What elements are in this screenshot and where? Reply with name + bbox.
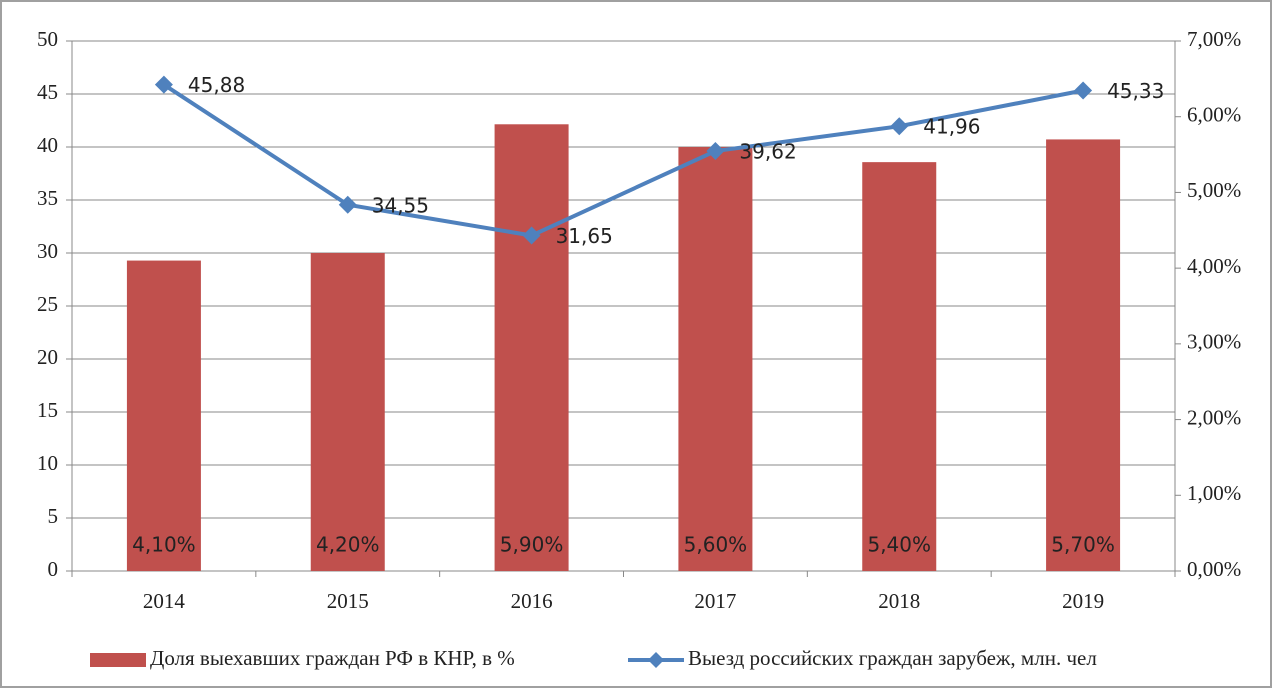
legend-swatch	[90, 653, 146, 667]
y2-tick-label: 2,00%	[1187, 405, 1241, 429]
y2-tick-label: 3,00%	[1187, 330, 1241, 354]
x-tick-label: 2014	[143, 589, 186, 613]
x-tick-label: 2017	[694, 589, 736, 613]
legend-marker	[648, 652, 664, 668]
marker	[338, 195, 357, 214]
y2-tick-label: 5,00%	[1187, 178, 1241, 202]
bar	[310, 253, 385, 571]
bar	[862, 162, 937, 571]
data-label: 45,88	[188, 73, 245, 97]
y-tick-label: 50	[37, 27, 58, 51]
y-tick-label: 35	[37, 186, 58, 210]
data-label: 5,40%	[867, 533, 931, 557]
marker	[890, 117, 909, 136]
legend-label: Доля выехавших граждан РФ в КНР, в %	[150, 646, 515, 670]
x-tick-label: 2018	[878, 589, 920, 613]
data-label: 41,96	[923, 115, 980, 139]
y-tick-label: 0	[48, 557, 59, 581]
data-label: 4,20%	[316, 533, 380, 557]
data-label: 34,55	[372, 193, 429, 217]
bar	[126, 260, 201, 571]
y-tick-label: 5	[48, 504, 59, 528]
y-tick-label: 10	[37, 451, 58, 475]
y2-tick-label: 0,00%	[1187, 557, 1241, 581]
x-tick-label: 2019	[1062, 589, 1104, 613]
y-tick-label: 20	[37, 345, 58, 369]
data-label: 5,70%	[1051, 533, 1115, 557]
y2-tick-label: 1,00%	[1187, 481, 1241, 505]
y-tick-label: 40	[37, 133, 58, 157]
data-label: 45,33	[1107, 79, 1164, 103]
line	[162, 82, 1084, 238]
marker	[522, 226, 541, 245]
marker	[706, 142, 725, 161]
data-label: 31,65	[556, 224, 613, 248]
bar	[678, 147, 753, 571]
marker	[1074, 81, 1093, 100]
y-tick-label: 25	[37, 292, 58, 316]
y-tick-label: 30	[37, 239, 58, 263]
y2-tick-label: 4,00%	[1187, 254, 1241, 278]
data-label: 5,60%	[684, 533, 748, 557]
legend-label: Выезд российских граждан зарубеж, млн. ч…	[688, 646, 1097, 670]
data-label: 4,10%	[132, 533, 196, 557]
x-tick-label: 2015	[327, 589, 369, 613]
data-label: 5,90%	[500, 533, 564, 557]
x-tick-label: 2016	[511, 589, 553, 613]
data-label: 39,62	[739, 140, 796, 164]
bar	[1046, 139, 1121, 571]
y2-tick-label: 6,00%	[1187, 103, 1241, 127]
bar	[494, 124, 569, 572]
y2-tick-label: 7,00%	[1187, 27, 1241, 51]
y-tick-label: 15	[37, 398, 58, 422]
marker	[154, 75, 173, 94]
y-tick-label: 45	[37, 80, 58, 104]
